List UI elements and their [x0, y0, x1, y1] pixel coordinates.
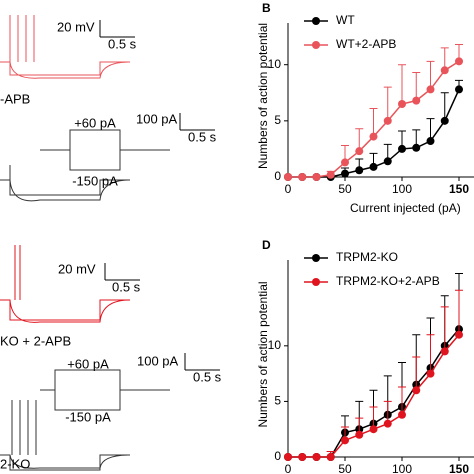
legend-label: TRPM2-KO — [336, 250, 398, 264]
error-bar — [398, 64, 406, 104]
data-point — [369, 132, 378, 141]
data-point — [341, 158, 349, 167]
scale-label: 0.5 s — [108, 36, 137, 51]
data-point — [355, 430, 364, 439]
data-point — [383, 419, 392, 428]
data-point — [383, 157, 392, 166]
x-tick-label: 100 — [392, 182, 412, 196]
data-point — [326, 453, 335, 461]
y-tick-label: 5 — [274, 394, 281, 408]
x-tick-label: 0 — [285, 462, 292, 474]
data-point — [312, 173, 321, 181]
error-bar — [398, 386, 406, 415]
scale-label: 100 pA — [136, 111, 178, 126]
data-point — [412, 143, 421, 152]
legend-label: WT — [336, 13, 355, 27]
scale-label: 0.5 s — [112, 279, 141, 294]
panel-label: D — [262, 238, 271, 252]
data-point — [341, 169, 349, 178]
data-point — [383, 116, 392, 125]
y-tick-label: 0 — [274, 449, 281, 463]
data-point — [355, 147, 364, 156]
data-point — [426, 85, 435, 94]
x-axis-label: Current injected (pA) — [350, 201, 461, 215]
x-tick-label: 150 — [449, 182, 469, 196]
x-tick-label: 50 — [338, 462, 352, 474]
data-point — [284, 173, 292, 181]
y-tick-label: 5 — [274, 113, 281, 127]
step-label: +60 pA — [74, 115, 116, 130]
data-point — [398, 410, 406, 419]
error-bar — [426, 60, 435, 90]
scale-label: 20 mV — [58, 261, 96, 276]
step-label: -150 pA — [72, 173, 118, 188]
error-bar — [369, 107, 378, 137]
data-point — [369, 162, 378, 171]
legend-marker — [312, 278, 320, 286]
y-tick-label: 0 — [274, 169, 281, 183]
data-point — [412, 96, 421, 105]
data-point — [326, 170, 335, 179]
step-label: +60 pA — [67, 356, 109, 371]
data-point — [455, 330, 463, 339]
scale-label: 20 mV — [57, 19, 95, 34]
data-point — [298, 173, 307, 181]
data-point — [312, 453, 321, 461]
legend-marker — [312, 17, 320, 25]
data-point — [440, 347, 449, 356]
x-tick-label: 50 — [338, 182, 352, 196]
scale-label: 0.5 s — [188, 129, 217, 144]
error-bar — [440, 92, 449, 121]
y-tick-label: 10 — [268, 57, 282, 71]
data-point — [455, 57, 463, 66]
trace-label: -APB — [0, 91, 30, 106]
data-point — [426, 369, 435, 378]
x-tick-label: 150 — [449, 462, 469, 474]
data-point — [369, 425, 378, 434]
scale-label: 0.5 s — [193, 369, 222, 384]
error-bar — [440, 306, 449, 352]
error-bar — [412, 356, 421, 391]
y-tick-label: 10 — [268, 338, 282, 352]
error-bar — [426, 334, 435, 374]
step-label: -150 pA — [65, 409, 111, 424]
data-point — [341, 436, 349, 445]
scale-label: 100 pA — [137, 353, 179, 368]
trace-label: 2-KO — [0, 456, 30, 471]
data-point — [398, 144, 406, 153]
error-bar — [455, 289, 463, 335]
y-axis-label: Numbers of action potential — [256, 281, 270, 427]
legend-marker — [312, 41, 320, 49]
error-bar — [412, 72, 421, 101]
x-tick-label: 100 — [392, 462, 412, 474]
data-point — [284, 453, 292, 461]
legend-label: TRPM2-KO+2-APB — [336, 274, 440, 288]
left-traces — [0, 15, 220, 471]
panel-label: B — [262, 1, 271, 15]
data-point — [412, 386, 421, 395]
data-point — [426, 137, 435, 146]
trace-label: KO + 2-APB — [0, 333, 71, 348]
data-point — [398, 100, 406, 108]
data-point — [355, 166, 364, 175]
error-bar — [383, 86, 392, 121]
data-point — [440, 66, 449, 75]
data-point — [440, 116, 449, 125]
y-axis-label: Numbers of action potential — [256, 23, 270, 169]
legend-marker — [312, 254, 320, 262]
data-point — [455, 85, 463, 94]
x-tick-label: 0 — [285, 182, 292, 196]
data-point — [298, 453, 307, 461]
legend-label: WT+2-APB — [336, 37, 396, 51]
